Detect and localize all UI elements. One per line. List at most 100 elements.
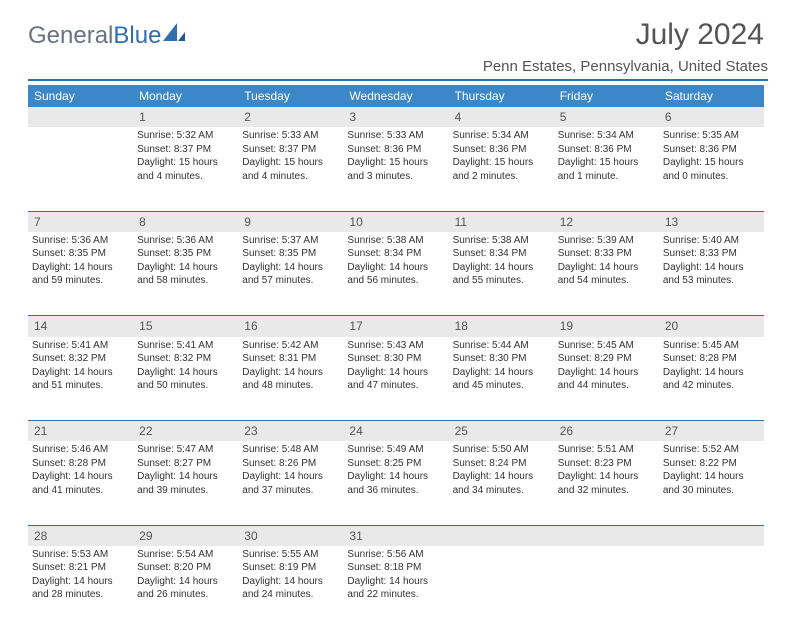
logo-word1: General: [28, 22, 113, 50]
day-number: 1: [133, 107, 238, 127]
day-number: 29: [133, 525, 238, 546]
weekday-header: Monday: [133, 85, 238, 107]
day-cell: Sunrise: 5:51 AMSunset: 8:23 PMDaylight:…: [554, 441, 659, 525]
weekday-header-row: Sunday Monday Tuesday Wednesday Thursday…: [28, 85, 764, 107]
day-info-line: Daylight: 14 hours and 39 minutes.: [137, 470, 234, 497]
day-number: [28, 107, 133, 127]
day-info-line: Daylight: 14 hours and 54 minutes.: [558, 261, 655, 288]
day-info-line: Sunset: 8:22 PM: [663, 457, 760, 471]
day-number: 12: [554, 211, 659, 232]
day-info-line: Sunset: 8:25 PM: [347, 457, 444, 471]
day-info-line: Sunrise: 5:39 AM: [558, 234, 655, 248]
day-content-row: Sunrise: 5:53 AMSunset: 8:21 PMDaylight:…: [28, 546, 764, 630]
day-info-line: Sunset: 8:28 PM: [663, 352, 760, 366]
day-cell: Sunrise: 5:56 AMSunset: 8:18 PMDaylight:…: [343, 546, 448, 630]
day-cell: Sunrise: 5:36 AMSunset: 8:35 PMDaylight:…: [133, 232, 238, 316]
day-cell: Sunrise: 5:42 AMSunset: 8:31 PMDaylight:…: [238, 337, 343, 421]
day-info-line: Sunrise: 5:36 AM: [137, 234, 234, 248]
day-cell: Sunrise: 5:52 AMSunset: 8:22 PMDaylight:…: [659, 441, 764, 525]
day-cell: Sunrise: 5:46 AMSunset: 8:28 PMDaylight:…: [28, 441, 133, 525]
day-info-line: Daylight: 14 hours and 42 minutes.: [663, 366, 760, 393]
day-info-line: Sunset: 8:32 PM: [137, 352, 234, 366]
day-number: [554, 525, 659, 546]
day-info-line: Sunrise: 5:34 AM: [558, 129, 655, 143]
day-info-line: Daylight: 14 hours and 30 minutes.: [663, 470, 760, 497]
day-info-line: Sunset: 8:33 PM: [663, 247, 760, 261]
header: GeneralBlue July 2024: [28, 18, 764, 54]
day-info-line: Sunset: 8:36 PM: [347, 143, 444, 157]
day-info-line: Sunset: 8:34 PM: [347, 247, 444, 261]
day-number: 19: [554, 316, 659, 337]
daynum-row: 28293031: [28, 525, 764, 546]
day-info-line: Daylight: 14 hours and 57 minutes.: [242, 261, 339, 288]
daynum-row: 78910111213: [28, 211, 764, 232]
day-number: 18: [449, 316, 554, 337]
day-content-row: Sunrise: 5:32 AMSunset: 8:37 PMDaylight:…: [28, 127, 764, 211]
day-info-line: Sunrise: 5:38 AM: [347, 234, 444, 248]
day-number: 11: [449, 211, 554, 232]
day-number: 28: [28, 525, 133, 546]
day-info-line: Sunrise: 5:53 AM: [32, 548, 129, 562]
day-number: 4: [449, 107, 554, 127]
day-info-line: Daylight: 15 hours and 4 minutes.: [137, 156, 234, 183]
day-number: 21: [28, 421, 133, 442]
day-cell: Sunrise: 5:48 AMSunset: 8:26 PMDaylight:…: [238, 441, 343, 525]
day-info-line: Sunrise: 5:34 AM: [453, 129, 550, 143]
day-info-line: Sunrise: 5:47 AM: [137, 443, 234, 457]
day-number: 8: [133, 211, 238, 232]
day-cell: Sunrise: 5:43 AMSunset: 8:30 PMDaylight:…: [343, 337, 448, 421]
day-info-line: Sunset: 8:20 PM: [137, 561, 234, 575]
logo-word2: Blue: [113, 22, 161, 50]
day-cell: Sunrise: 5:49 AMSunset: 8:25 PMDaylight:…: [343, 441, 448, 525]
day-info-line: Daylight: 14 hours and 26 minutes.: [137, 575, 234, 602]
day-cell: Sunrise: 5:44 AMSunset: 8:30 PMDaylight:…: [449, 337, 554, 421]
day-info-line: Daylight: 14 hours and 24 minutes.: [242, 575, 339, 602]
logo-sail-icon: [163, 22, 185, 50]
day-info-line: Daylight: 14 hours and 28 minutes.: [32, 575, 129, 602]
day-info-line: Sunrise: 5:36 AM: [32, 234, 129, 248]
day-number: 23: [238, 421, 343, 442]
day-info-line: Sunrise: 5:51 AM: [558, 443, 655, 457]
weekday-header: Wednesday: [343, 85, 448, 107]
day-number: 5: [554, 107, 659, 127]
day-info-line: Sunrise: 5:38 AM: [453, 234, 550, 248]
day-cell: Sunrise: 5:33 AMSunset: 8:37 PMDaylight:…: [238, 127, 343, 211]
day-number: 20: [659, 316, 764, 337]
day-cell: Sunrise: 5:34 AMSunset: 8:36 PMDaylight:…: [449, 127, 554, 211]
day-info-line: Sunset: 8:23 PM: [558, 457, 655, 471]
day-info-line: Sunset: 8:24 PM: [453, 457, 550, 471]
day-info-line: Daylight: 14 hours and 22 minutes.: [347, 575, 444, 602]
day-info-line: Daylight: 14 hours and 34 minutes.: [453, 470, 550, 497]
day-number: 26: [554, 421, 659, 442]
day-info-line: Sunset: 8:36 PM: [558, 143, 655, 157]
day-info-line: Sunset: 8:34 PM: [453, 247, 550, 261]
day-info-line: Sunset: 8:18 PM: [347, 561, 444, 575]
day-info-line: Sunrise: 5:48 AM: [242, 443, 339, 457]
day-info-line: Daylight: 14 hours and 53 minutes.: [663, 261, 760, 288]
header-right: July 2024: [636, 18, 764, 54]
day-number: 3: [343, 107, 448, 127]
day-info-line: Sunrise: 5:41 AM: [137, 339, 234, 353]
logo: GeneralBlue: [28, 22, 185, 50]
day-cell: [554, 546, 659, 630]
day-info-line: Daylight: 14 hours and 58 minutes.: [137, 261, 234, 288]
day-info-line: Sunrise: 5:52 AM: [663, 443, 760, 457]
daynum-row: 21222324252627: [28, 421, 764, 442]
day-info-line: Daylight: 14 hours and 59 minutes.: [32, 261, 129, 288]
daynum-row: 123456: [28, 107, 764, 127]
day-cell: [659, 546, 764, 630]
day-cell: Sunrise: 5:47 AMSunset: 8:27 PMDaylight:…: [133, 441, 238, 525]
day-info-line: Daylight: 14 hours and 48 minutes.: [242, 366, 339, 393]
day-info-line: Daylight: 14 hours and 47 minutes.: [347, 366, 444, 393]
day-info-line: Sunrise: 5:44 AM: [453, 339, 550, 353]
day-cell: Sunrise: 5:40 AMSunset: 8:33 PMDaylight:…: [659, 232, 764, 316]
day-cell: Sunrise: 5:38 AMSunset: 8:34 PMDaylight:…: [449, 232, 554, 316]
day-cell: Sunrise: 5:50 AMSunset: 8:24 PMDaylight:…: [449, 441, 554, 525]
weekday-header: Thursday: [449, 85, 554, 107]
day-number: 27: [659, 421, 764, 442]
day-info-line: Sunrise: 5:50 AM: [453, 443, 550, 457]
daynum-row: 14151617181920: [28, 316, 764, 337]
day-cell: Sunrise: 5:54 AMSunset: 8:20 PMDaylight:…: [133, 546, 238, 630]
day-info-line: Sunrise: 5:54 AM: [137, 548, 234, 562]
day-info-line: Sunset: 8:26 PM: [242, 457, 339, 471]
